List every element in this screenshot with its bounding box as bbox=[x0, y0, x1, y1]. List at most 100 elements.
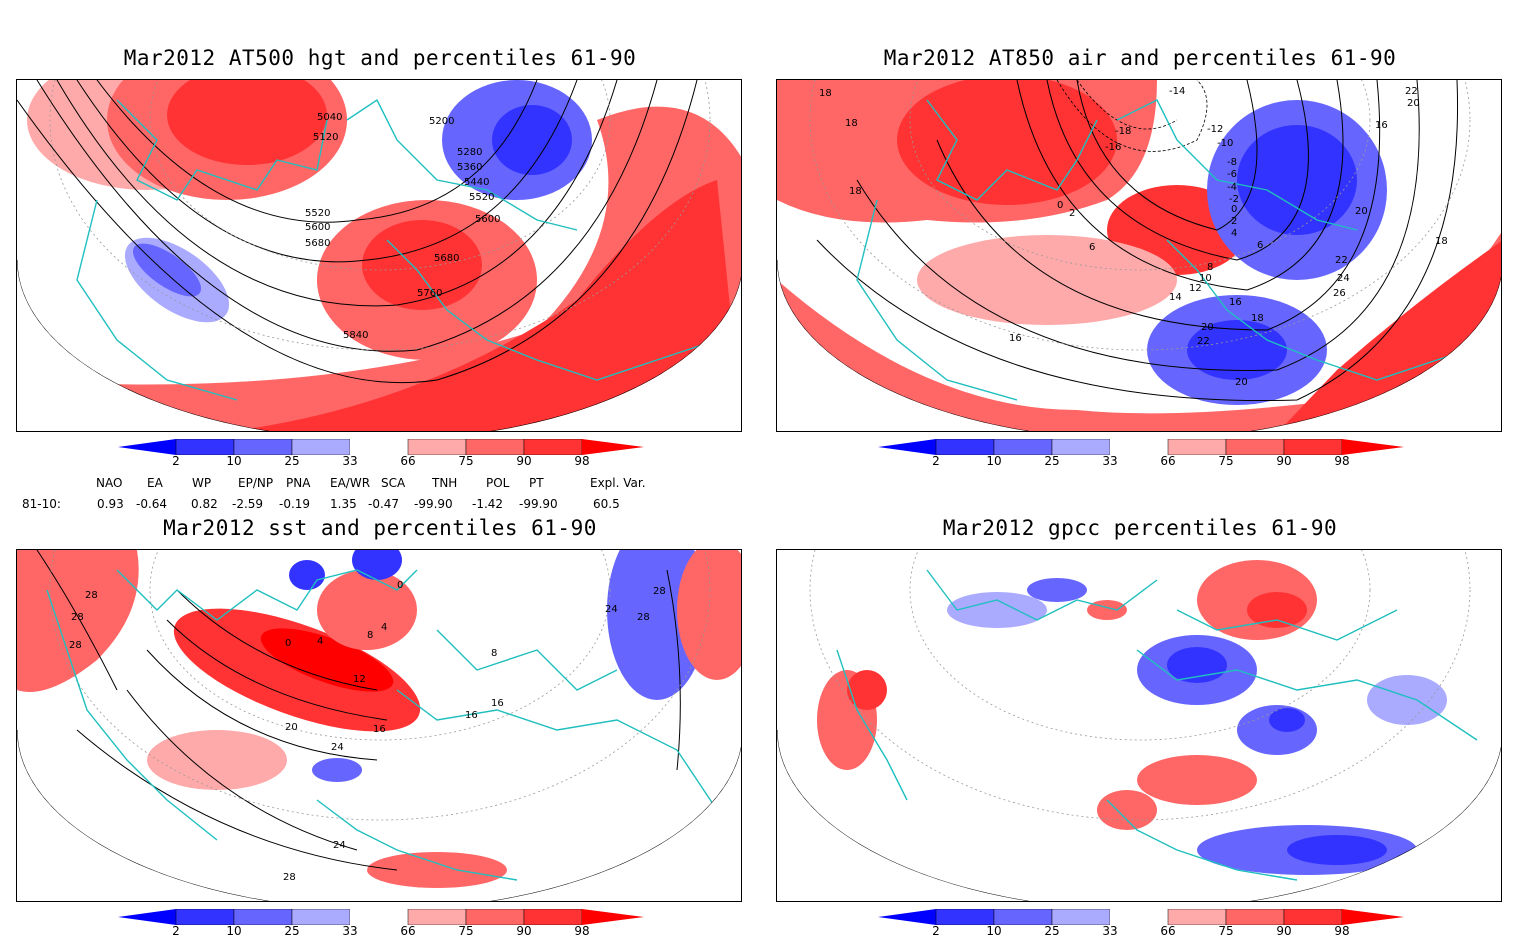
bin-extreme-high bbox=[582, 909, 644, 925]
index-value: -0.64 bbox=[136, 497, 168, 511]
bin-25-33 bbox=[1051, 438, 1111, 456]
contour-label: 16 bbox=[465, 710, 478, 721]
colorbar-tick-label: 2 bbox=[932, 454, 940, 468]
bin-90-98 bbox=[1283, 908, 1343, 926]
index-header: WP bbox=[192, 476, 212, 490]
bin-neutral bbox=[350, 439, 408, 455]
colorbar-tick-label: 2 bbox=[172, 924, 180, 938]
contour-label: -6 bbox=[1227, 169, 1237, 180]
colorbar-tick-label: 10 bbox=[986, 454, 1002, 468]
panel2-title: Mar2012 AT850 air and percentiles 61-90 bbox=[883, 46, 1397, 70]
contour-label: 5760 bbox=[417, 288, 442, 299]
index-value: -99.90 bbox=[519, 497, 558, 511]
contour-label: 5680 bbox=[305, 238, 330, 249]
panel4-title: Mar2012 gpcc percentiles 61-90 bbox=[942, 516, 1338, 540]
contour-label: 16 bbox=[373, 724, 386, 735]
contour-label: -10 bbox=[1217, 138, 1233, 149]
contour-label: 8 bbox=[1207, 262, 1213, 273]
index-header: EP/NP bbox=[238, 476, 274, 490]
colorbar-tick-label: 66 bbox=[1160, 924, 1176, 938]
index-value: 0.93 bbox=[97, 497, 124, 511]
index-value: 0.82 bbox=[191, 497, 218, 511]
shade bbox=[367, 852, 507, 888]
colorbar-panel2: 2 10 25 33 66 75 90 98 bbox=[878, 438, 1404, 469]
bin-75-90 bbox=[465, 438, 525, 456]
bin-neutral bbox=[350, 909, 408, 925]
contour-label: -8 bbox=[1227, 157, 1237, 168]
contour-label: 12 bbox=[1189, 283, 1202, 294]
index-value: -99.90 bbox=[414, 497, 453, 511]
contour-label: 20 bbox=[1235, 377, 1248, 388]
grid-lines bbox=[49, 550, 711, 821]
coastlines bbox=[46, 569, 718, 881]
grid-lines bbox=[49, 80, 711, 351]
grid-lines bbox=[809, 80, 1471, 351]
colorbar-tick-label: 33 bbox=[1102, 454, 1118, 468]
colorbar-tick-label: 25 bbox=[1044, 454, 1060, 468]
bin-2-10 bbox=[175, 908, 235, 926]
contour-label: 5360 bbox=[457, 162, 482, 173]
contour-label: 28 bbox=[637, 612, 650, 623]
colorbar-tick-label: 25 bbox=[284, 454, 300, 468]
bin-25-33 bbox=[1051, 908, 1111, 926]
colorbar-tick-label: 90 bbox=[1276, 924, 1292, 938]
shade bbox=[362, 220, 482, 310]
panel-sst-map: 0 4 8 12 16 20 24 28 28 28 28 24 28 16 1… bbox=[16, 549, 742, 902]
contour-label: 5040 bbox=[317, 112, 342, 123]
bin-extreme-high bbox=[1342, 439, 1404, 455]
colorbar-tick-label: 90 bbox=[1276, 454, 1292, 468]
shade bbox=[1027, 578, 1087, 602]
contour-label: 0 bbox=[285, 638, 291, 649]
bin-25-33 bbox=[291, 438, 351, 456]
bin-10-25 bbox=[993, 908, 1053, 926]
coastlines bbox=[76, 98, 718, 401]
contour-label: -12 bbox=[1207, 124, 1223, 135]
colorbar-tick-label: 90 bbox=[516, 454, 532, 468]
colorbar-tick-label: 75 bbox=[1218, 454, 1234, 468]
panel-gpcc-map bbox=[776, 549, 1502, 902]
shade bbox=[352, 550, 402, 580]
contour-label: 16 bbox=[1009, 333, 1022, 344]
shade bbox=[1269, 708, 1305, 732]
index-value: -0.19 bbox=[279, 497, 311, 511]
colorbar-tick-label: 66 bbox=[1160, 454, 1176, 468]
contour-label: 5520 bbox=[469, 192, 494, 203]
shade bbox=[607, 550, 707, 700]
bin-10-25 bbox=[233, 438, 293, 456]
index-header: EA/WR bbox=[330, 476, 371, 490]
contour-label: 5440 bbox=[464, 177, 489, 188]
shade bbox=[677, 550, 741, 680]
contour-label: 16 bbox=[491, 698, 504, 709]
bin-75-90 bbox=[465, 908, 525, 926]
contour-label: 5120 bbox=[313, 132, 338, 143]
contour-label: 5600 bbox=[305, 222, 330, 233]
colorbar-tick-label: 98 bbox=[574, 924, 590, 938]
contour-label: 28 bbox=[283, 872, 296, 883]
contour-label: 0 bbox=[1231, 204, 1237, 215]
shade bbox=[289, 560, 325, 590]
contour-label: -4 bbox=[1227, 182, 1237, 193]
shade bbox=[1097, 790, 1157, 830]
contour-label: 8 bbox=[367, 630, 373, 641]
shade bbox=[1137, 755, 1257, 805]
contour-label: -18 bbox=[1115, 126, 1131, 137]
contour-label: 20 bbox=[1201, 322, 1214, 333]
map-boundary bbox=[17, 259, 741, 431]
contour-label: -14 bbox=[1169, 86, 1185, 97]
contour-label: 14 bbox=[1169, 292, 1182, 303]
contour-label: 18 bbox=[819, 88, 832, 99]
contour-label: 4 bbox=[381, 622, 387, 633]
colorbar-tick-label: 98 bbox=[1334, 454, 1350, 468]
contour-label: 26 bbox=[1333, 288, 1346, 299]
colorbar-tick-label: 33 bbox=[342, 924, 358, 938]
bin-90-98 bbox=[523, 438, 583, 456]
coastlines bbox=[856, 99, 1498, 401]
colorbar-tick-label: 25 bbox=[284, 924, 300, 938]
bin-66-75 bbox=[1167, 438, 1227, 456]
shade bbox=[132, 243, 202, 297]
map-boundary bbox=[777, 729, 1501, 901]
contour-label: 2 bbox=[1069, 208, 1075, 219]
bin-neutral bbox=[1110, 439, 1168, 455]
contour-label: 0 bbox=[1057, 200, 1063, 211]
colorbar-tick-label: 10 bbox=[226, 924, 242, 938]
